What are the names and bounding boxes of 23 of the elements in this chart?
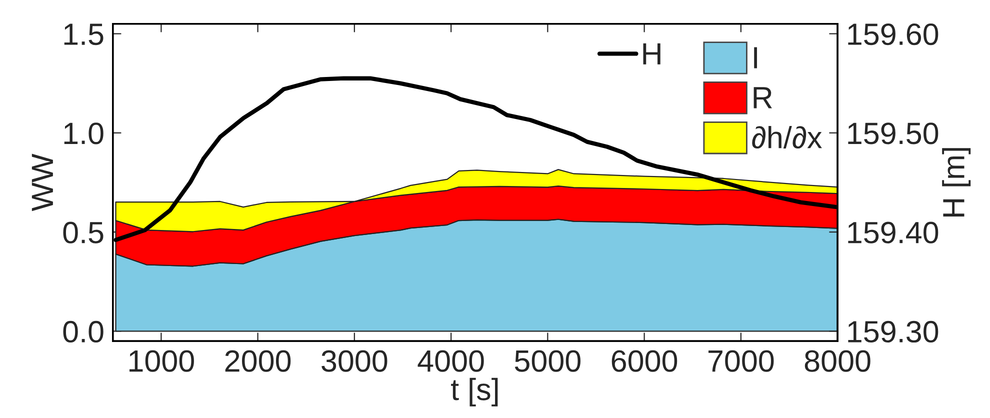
y-tick-label: 1.5 xyxy=(64,24,104,46)
x-axis-title: t [s] xyxy=(451,378,498,406)
y2-axis-title: H [m] xyxy=(942,148,971,216)
x-tick-label: 6000 xyxy=(612,350,678,372)
y2-tick-label: 159.50 xyxy=(848,122,938,144)
y2-tick-label: 159.30 xyxy=(848,320,938,343)
legend-label: I xyxy=(754,47,757,68)
x-tick-label: 4000 xyxy=(418,350,484,372)
legend-label: R xyxy=(754,87,772,108)
x-tick-label: 7000 xyxy=(708,350,774,372)
legend-label: H xyxy=(643,43,660,64)
y2-tick-label: 159.60 xyxy=(848,23,938,46)
x-tick-label: 8000 xyxy=(804,350,870,372)
x-tick-label: 2000 xyxy=(225,350,291,372)
x-tick-label: 3000 xyxy=(322,350,388,372)
legend-label: ∂h/∂x xyxy=(752,126,822,149)
y-tick-label: 0.5 xyxy=(63,222,104,244)
y-tick-label: 0.0 xyxy=(63,320,104,343)
x-tick-label: 1000 xyxy=(130,350,194,372)
y-axis-title: WW xyxy=(32,154,53,212)
x-tick-label: 5000 xyxy=(514,350,580,372)
y-tick-label: 1.0 xyxy=(64,122,104,144)
y2-tick-label: 159.40 xyxy=(848,222,938,244)
